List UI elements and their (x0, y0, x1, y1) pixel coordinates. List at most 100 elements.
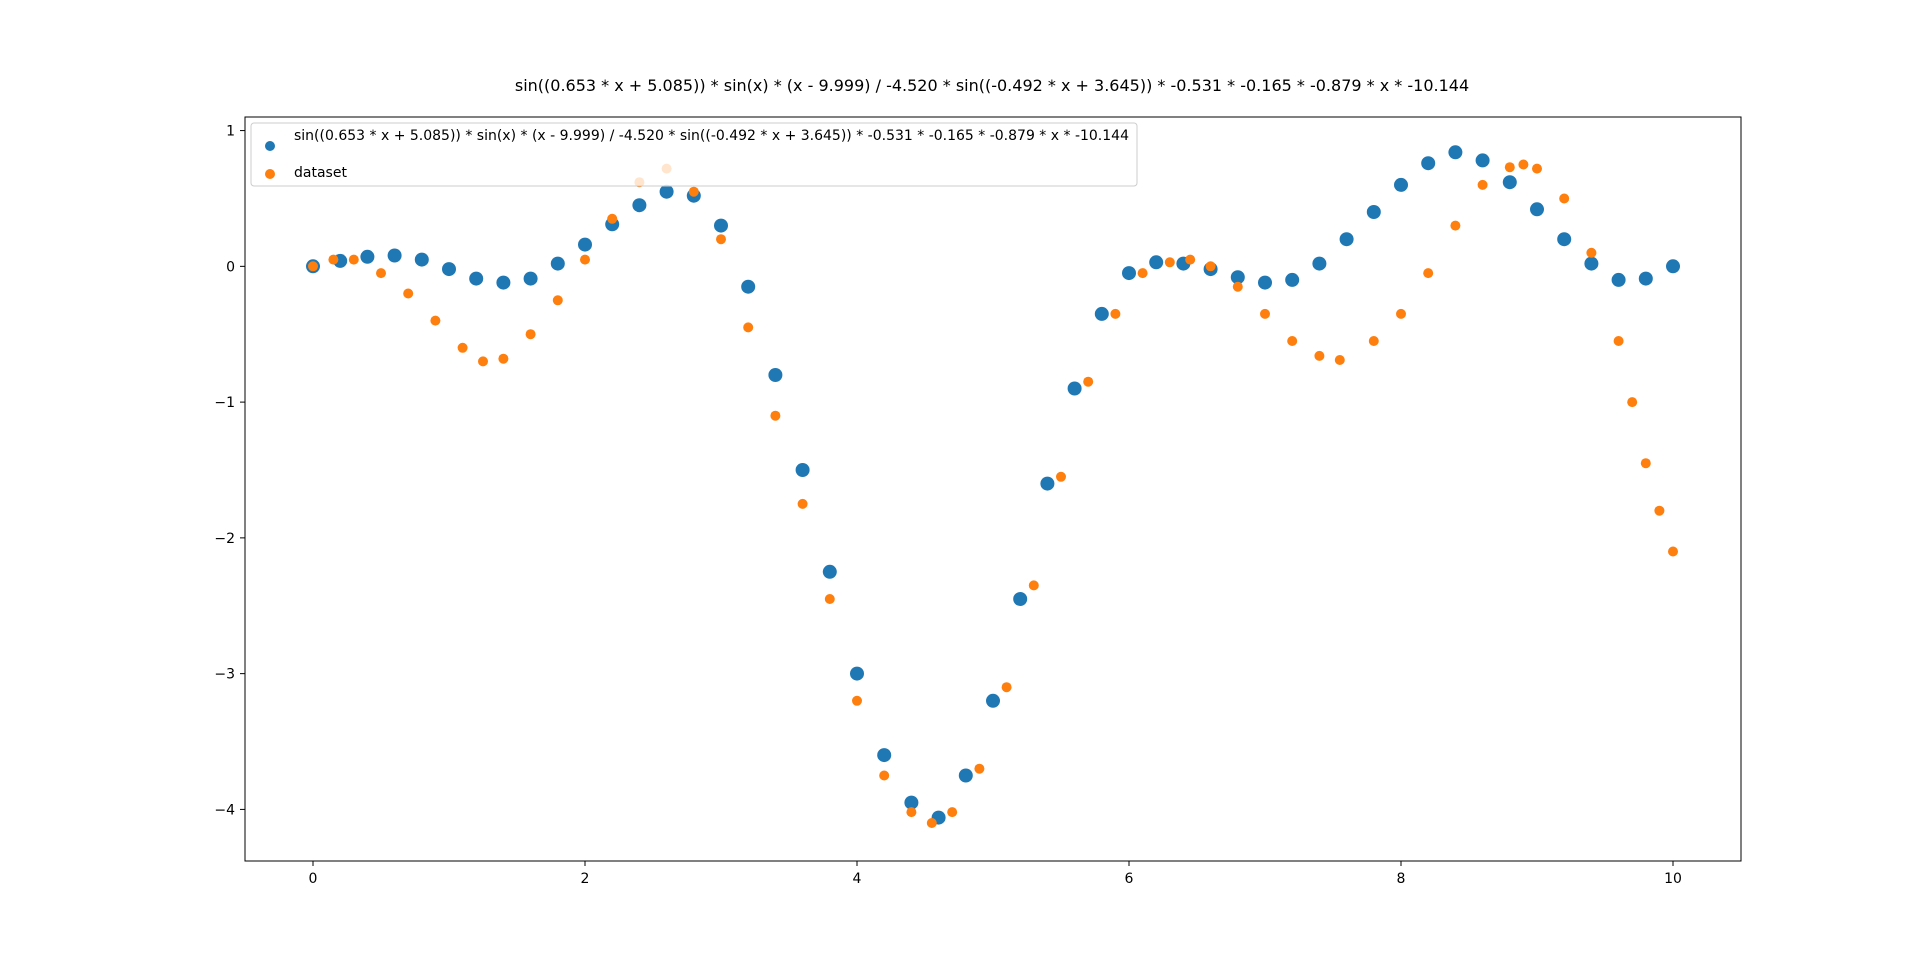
data-point (879, 770, 890, 781)
y-tick-label: −3 (214, 667, 235, 683)
data-point (1258, 275, 1272, 290)
data-point (688, 186, 699, 197)
data-point (1448, 145, 1463, 160)
legend-box (250, 122, 1138, 187)
series-function (306, 145, 1680, 825)
data-point (850, 666, 864, 681)
data-point (1028, 580, 1039, 591)
data-point (632, 198, 647, 213)
data-point (550, 256, 565, 271)
data-point (947, 807, 958, 818)
data-point (442, 262, 456, 277)
data-point (1475, 153, 1490, 168)
legend-label-dataset: dataset (294, 165, 347, 181)
data-point (1394, 177, 1408, 192)
data-point (795, 463, 810, 477)
plot-area (306, 145, 1680, 828)
data-point (552, 295, 563, 306)
data-point (1502, 175, 1517, 190)
data-point (1640, 458, 1651, 469)
legend-marker-dataset (265, 169, 275, 179)
data-point (1477, 179, 1488, 190)
data-point (1334, 355, 1345, 365)
data-point (478, 356, 488, 367)
data-point (498, 353, 509, 364)
data-point (1230, 270, 1245, 285)
legend-marker-function (265, 141, 275, 151)
data-point (1013, 592, 1028, 606)
data-point (1339, 232, 1354, 247)
data-point (1205, 261, 1216, 272)
data-point (1421, 156, 1436, 171)
data-point (926, 818, 937, 828)
data-point (525, 329, 536, 340)
data-point (1040, 476, 1055, 491)
x-tick-label: 8 (1397, 871, 1406, 887)
y-tick-label: −2 (214, 531, 235, 547)
data-point (1056, 471, 1066, 482)
data-point (348, 254, 359, 265)
data-point (1164, 257, 1175, 268)
data-point (770, 410, 781, 421)
data-point (1638, 271, 1653, 286)
data-point (714, 218, 728, 233)
data-point (824, 594, 835, 604)
data-point (1613, 336, 1624, 346)
x-tick-label: 10 (1664, 871, 1682, 887)
data-point (578, 237, 592, 252)
data-point (1396, 308, 1406, 319)
data-point (1611, 272, 1626, 287)
legend-label-function: sin((0.653 * x + 5.085)) * sin(x) * (x -… (294, 128, 1129, 144)
data-point (904, 795, 919, 810)
data-point (328, 254, 339, 265)
x-tick-label: 4 (853, 871, 862, 887)
data-point (360, 249, 375, 264)
data-point (958, 768, 973, 783)
data-point (822, 564, 837, 579)
data-point (1260, 308, 1270, 319)
data-point (469, 271, 484, 286)
data-point (1366, 205, 1381, 219)
data-point (376, 268, 386, 279)
data-point (1232, 281, 1243, 292)
data-point (1450, 220, 1461, 231)
data-point (1627, 397, 1638, 408)
data-point (974, 763, 985, 774)
x-tick-label: 6 (1125, 871, 1134, 887)
data-point (1110, 308, 1121, 319)
data-point (906, 807, 917, 818)
data-point (1654, 505, 1665, 516)
y-tick-label: −1 (214, 395, 235, 411)
data-point (1122, 266, 1136, 281)
data-point (1559, 193, 1570, 204)
y-tick-label: 1 (226, 124, 235, 140)
data-point (496, 275, 511, 290)
data-point (308, 261, 318, 272)
data-point (986, 693, 1000, 708)
data-point (659, 184, 674, 199)
legend: sin((0.653 * x + 5.085)) * sin(x) * (x -… (250, 122, 1138, 187)
data-point (1504, 162, 1515, 173)
axes-frame (244, 116, 1742, 862)
data-point (1149, 255, 1164, 270)
data-point (1668, 546, 1678, 557)
data-point (1584, 256, 1599, 271)
data-point (1285, 272, 1300, 287)
data-point (1423, 268, 1434, 279)
y-tick-label: 0 (226, 259, 235, 275)
data-point (1368, 336, 1379, 346)
x-tick-label: 2 (581, 871, 590, 887)
y-tick-label: −4 (214, 802, 235, 818)
data-point (797, 498, 808, 509)
data-point (877, 748, 892, 763)
data-point (1067, 381, 1082, 396)
data-point (1666, 259, 1680, 274)
data-point (743, 322, 754, 333)
data-point (1314, 350, 1325, 361)
data-point (768, 368, 783, 382)
series-dataset (308, 159, 1678, 828)
data-point (1287, 336, 1298, 346)
data-point (1312, 256, 1327, 271)
